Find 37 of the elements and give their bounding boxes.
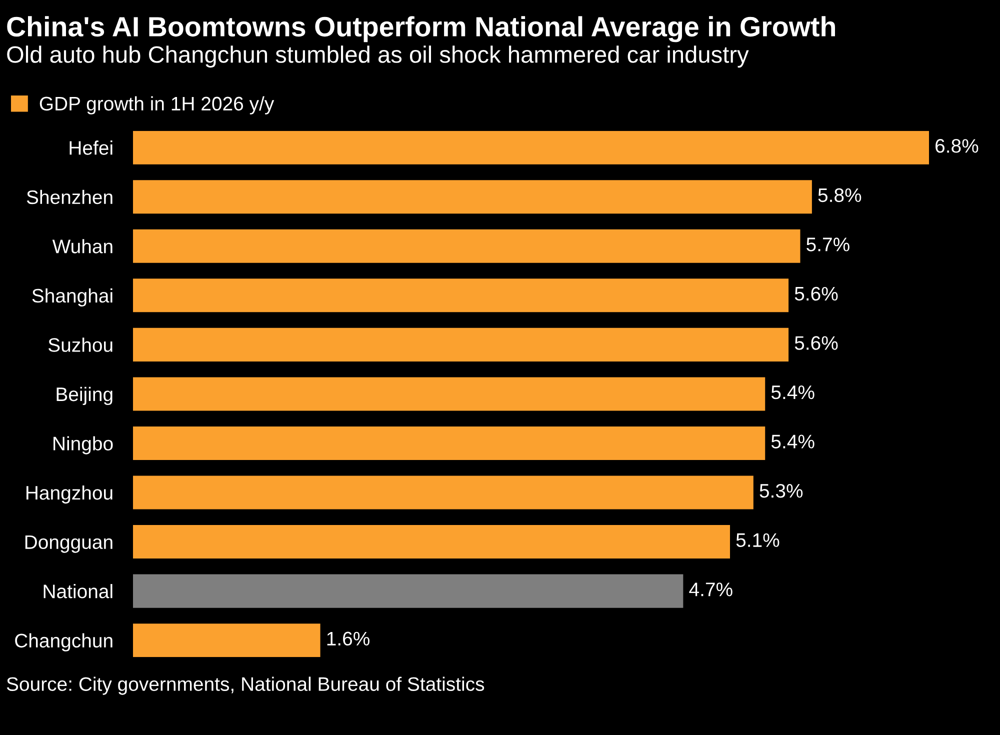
data-label: 5.6%	[794, 286, 838, 301]
data-label: 6.8%	[936, 139, 978, 153]
y-tick-label: Ningbo	[54, 436, 113, 454]
bar	[133, 130, 929, 164]
data-label: 5.3%	[760, 484, 803, 498]
bar	[133, 180, 812, 214]
y-tick-label: Wuhan	[52, 239, 112, 254]
y-tick-label: Beijing	[56, 386, 112, 406]
bar	[133, 624, 320, 658]
bar	[133, 229, 800, 263]
data-label: 1.6%	[327, 632, 370, 646]
data-label: 5.6%	[794, 336, 838, 350]
y-tick-label: Suzhou	[48, 338, 112, 352]
bar	[133, 328, 789, 362]
legend-label: GDP growth in 1H 2026 y/y	[40, 96, 274, 114]
y-tick-label: Changchun	[15, 633, 112, 652]
source-note: Source: City governments, National Bureau of Statistics	[6, 676, 484, 695]
data-label: 5.1%	[736, 533, 780, 548]
y-tick-label: Hangzhou	[26, 485, 112, 504]
y-tick-label: Dongguan	[25, 535, 112, 553]
bar	[133, 377, 766, 411]
data-label: 5.4%	[771, 434, 814, 448]
y-tick-label: National	[44, 584, 112, 598]
data-label: 5.7%	[806, 238, 850, 252]
bar	[133, 525, 730, 559]
data-label: 4.7%	[689, 582, 732, 596]
chart-title: China's AI Boomtowns Outperform National Average in Growth	[7, 16, 835, 42]
bar	[133, 426, 766, 460]
y-tick-label: Shanghai	[32, 288, 112, 306]
chart-subtitle: Old auto hub Changchun stumbled as oil shock hammered car industry	[7, 46, 749, 68]
bar	[133, 574, 684, 608]
data-label: 5.8%	[818, 188, 862, 202]
y-tick-label: Hefei	[70, 140, 112, 155]
data-label: 5.4%	[771, 385, 814, 400]
bar	[133, 476, 754, 510]
bar	[133, 278, 789, 312]
y-tick-label: Shenzhen	[26, 190, 112, 204]
